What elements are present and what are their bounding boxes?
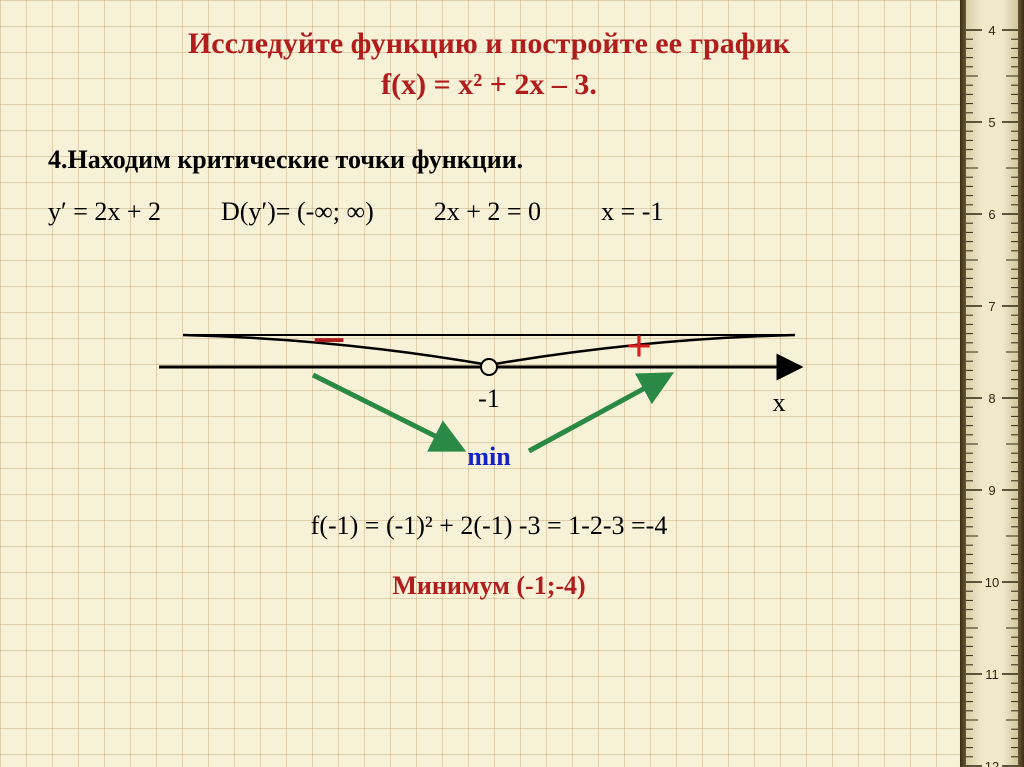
svg-text:10: 10 xyxy=(985,575,999,590)
svg-text:8: 8 xyxy=(988,391,995,406)
sign-diagram: – + -1 x min xyxy=(139,257,839,497)
slide: Исследуйте функцию и постройте ее график… xyxy=(0,0,1024,767)
svg-text:11: 11 xyxy=(985,667,999,682)
svg-text:9: 9 xyxy=(988,483,995,498)
content-area: Исследуйте функцию и постройте ее график… xyxy=(0,0,960,767)
ruler-ticks: 45678910111213 xyxy=(966,0,1018,767)
svg-text:–: – xyxy=(314,304,344,366)
eq-domain: D(y′)= (-∞; ∞) xyxy=(221,197,374,227)
eq-derivative: y′ = 2x + 2 xyxy=(48,197,161,227)
sign-diagram-svg: – + -1 x min xyxy=(139,257,839,497)
title-line-2: f(x) = x² + 2x – 3. xyxy=(381,68,597,101)
minimum-line: Минимум (-1;-4) xyxy=(48,571,930,601)
svg-text:x: x xyxy=(773,388,786,417)
svg-text:6: 6 xyxy=(988,207,995,222)
svg-text:7: 7 xyxy=(988,299,995,314)
svg-text:+: + xyxy=(626,320,652,371)
ruler-binding-right xyxy=(1018,0,1024,767)
step-heading: 4.Находим критические точки функции. xyxy=(48,145,930,175)
calculation-line: f(-1) = (-1)² + 2(-1) -3 = 1-2-3 =-4 xyxy=(48,511,930,541)
slide-title: Исследуйте функцию и постройте ее график… xyxy=(48,24,930,105)
eq-zero: 2x + 2 = 0 xyxy=(434,197,541,227)
svg-text:12: 12 xyxy=(985,759,999,767)
svg-text:5: 5 xyxy=(988,115,995,130)
title-line-1: Исследуйте функцию и постройте ее график xyxy=(188,27,790,60)
eq-root: x = -1 xyxy=(601,197,663,227)
svg-text:4: 4 xyxy=(988,23,995,38)
svg-text:-1: -1 xyxy=(478,384,500,413)
ruler: 45678910111213 xyxy=(960,0,1024,767)
equation-row: y′ = 2x + 2 D(y′)= (-∞; ∞) 2x + 2 = 0 x … xyxy=(48,197,930,227)
svg-text:min: min xyxy=(467,442,511,471)
